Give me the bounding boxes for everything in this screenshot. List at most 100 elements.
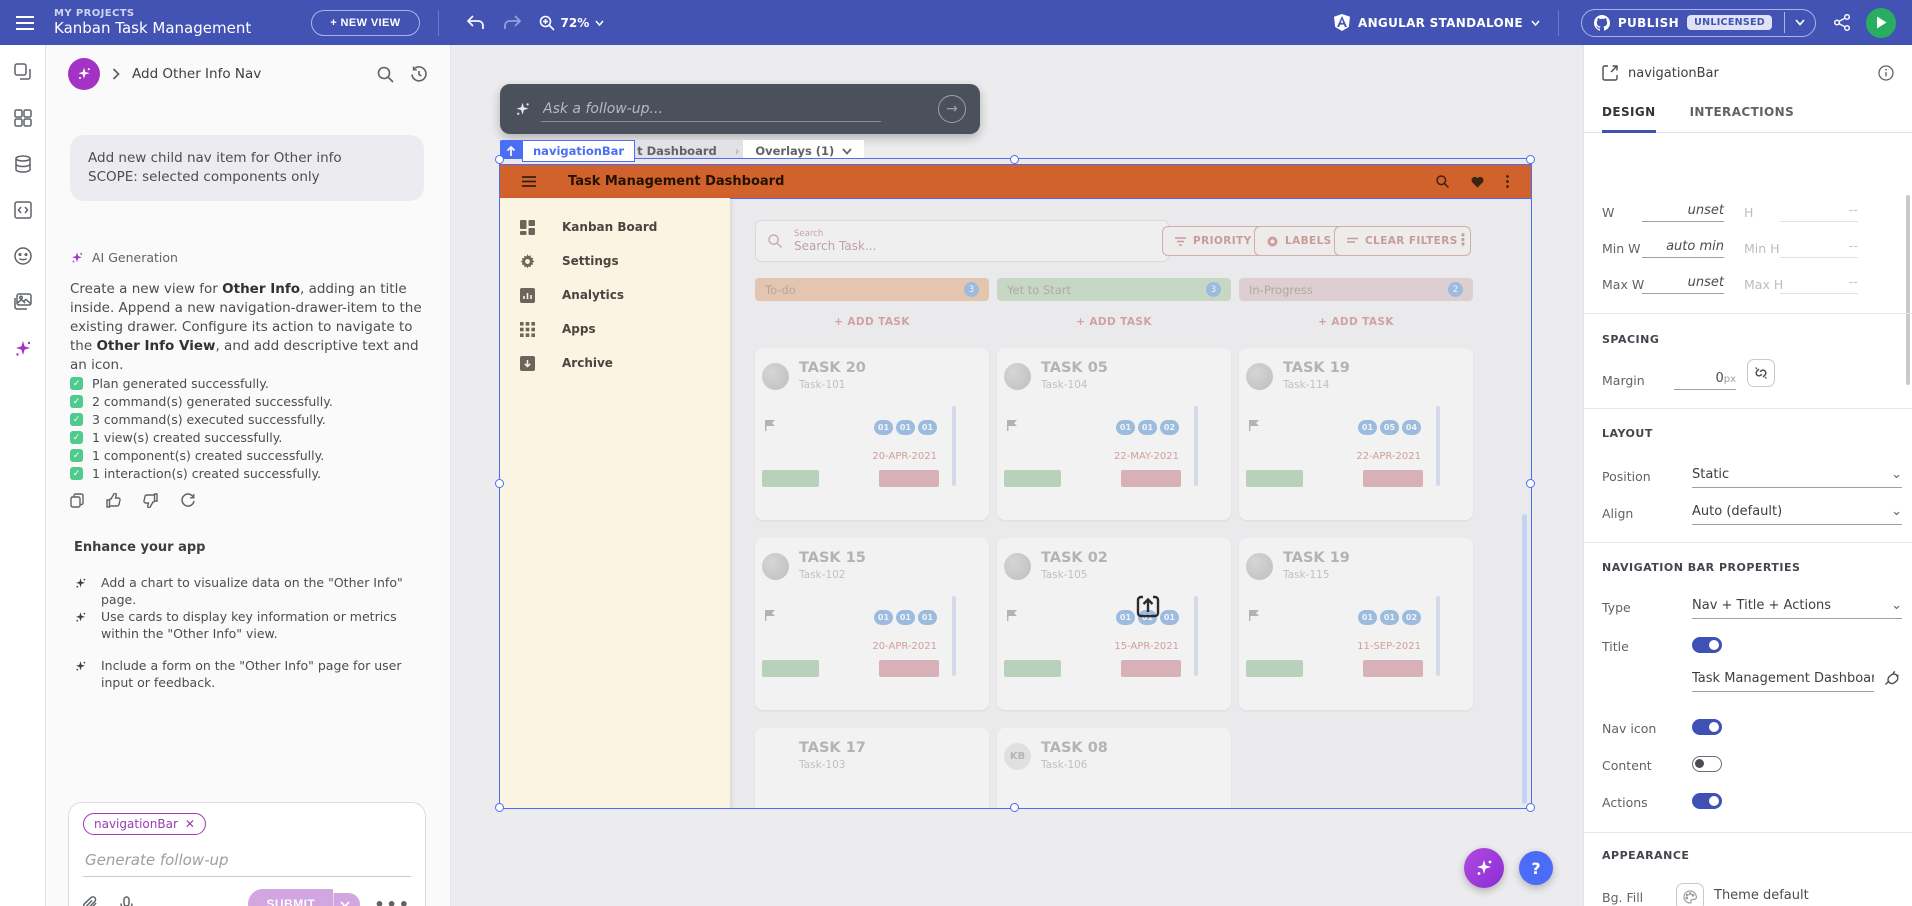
drawer-item-settings[interactable]: Settings — [500, 244, 730, 278]
design-canvas[interactable]: → navigationBar t Dashboard › Overlays (… — [451, 45, 1583, 906]
new-view-button[interactable]: + NEW VIEW — [311, 9, 420, 36]
assets-icon[interactable] — [13, 293, 32, 311]
resize-handle[interactable] — [495, 803, 504, 812]
tab-design[interactable]: DESIGN — [1602, 95, 1656, 133]
drawer-item-analytics[interactable]: Analytics — [500, 278, 730, 312]
expand-chevron-icon[interactable] — [112, 68, 120, 80]
select-parent-icon[interactable] — [500, 140, 522, 162]
send-arrow-icon[interactable]: → — [938, 95, 966, 123]
database-icon[interactable] — [14, 155, 32, 173]
task-card[interactable]: TASK 02 Task-105 01 01 01 15-APR-2021 — [997, 538, 1231, 710]
height-input[interactable]: -- — [1780, 203, 1858, 222]
regenerate-icon[interactable] — [180, 493, 195, 508]
navbar-title-input[interactable] — [1692, 671, 1874, 692]
card-scrollbar[interactable] — [1194, 406, 1198, 486]
ai-assistant-icon[interactable] — [13, 339, 33, 359]
inspector-scrollbar[interactable] — [1906, 195, 1910, 385]
thumbs-down-icon[interactable] — [143, 493, 158, 508]
submit-options-button[interactable] — [333, 892, 361, 906]
add-task-button[interactable]: + ADD TASK — [1318, 316, 1394, 328]
selected-component-tag[interactable]: navigationBar — [522, 140, 636, 162]
resize-handle[interactable] — [1526, 155, 1535, 164]
add-task-button[interactable]: + ADD TASK — [834, 316, 910, 328]
nav-favorite-icon[interactable] — [1471, 176, 1484, 188]
align-select[interactable]: Auto (default) ⌄ — [1692, 504, 1902, 525]
margin-input[interactable]: 0px — [1674, 371, 1736, 390]
board-kebab-icon[interactable]: ⋮ — [1455, 230, 1471, 249]
minw-input[interactable]: auto min — [1642, 239, 1724, 258]
resize-handle[interactable] — [1526, 803, 1535, 812]
publish-button[interactable]: PUBLISH UNLICENSED — [1582, 10, 1784, 36]
position-select[interactable]: Static ⌄ — [1692, 467, 1902, 488]
drawer-item-archive[interactable]: Archive — [500, 346, 730, 380]
framework-selector[interactable]: ANGULAR STANDALONE — [1334, 14, 1540, 31]
task-card[interactable]: TASK 19 Task-115 01 01 02 11-SEP-2021 — [1239, 538, 1473, 710]
priority-filter-button[interactable]: PRIORITY — [1162, 226, 1265, 256]
publish-options-button[interactable] — [1784, 12, 1815, 33]
microphone-icon[interactable] — [120, 895, 133, 906]
title-toggle[interactable] — [1692, 637, 1722, 653]
width-input[interactable]: unset — [1642, 203, 1724, 222]
task-card[interactable]: KB TASK 08 Task-106 — [997, 728, 1231, 808]
preview-play-button[interactable] — [1866, 7, 1896, 38]
nav-icon-toggle[interactable] — [1692, 719, 1722, 735]
context-chip[interactable]: navigationBar ✕ — [83, 813, 206, 835]
resize-handle[interactable] — [495, 479, 504, 488]
type-select[interactable]: Nav + Title + Actions ⌄ — [1692, 598, 1902, 619]
content-toggle[interactable] — [1692, 756, 1722, 772]
suggestion-item[interactable]: Add a chart to visualize data on the "Ot… — [74, 575, 424, 609]
suggestion-item[interactable]: Include a form on the "Other Info" page … — [74, 658, 424, 692]
card-scrollbar[interactable] — [952, 406, 956, 486]
task-card[interactable]: TASK 05 Task-104 01 01 02 22-MAY-2021 — [997, 348, 1231, 520]
bg-fill-color-button[interactable] — [1676, 883, 1704, 906]
more-options-icon[interactable]: ••• — [374, 894, 411, 906]
app-navigation-bar[interactable]: Task Management Dashboard — [500, 164, 1531, 199]
nav-menu-icon[interactable] — [522, 176, 536, 187]
search-icon[interactable] — [377, 66, 394, 83]
resize-handle[interactable] — [1010, 803, 1019, 812]
resize-handle[interactable] — [1010, 155, 1019, 164]
task-card[interactable]: TASK 19 Task-114 01 05 04 22-APR-2021 — [1239, 348, 1473, 520]
bind-data-icon[interactable] — [1884, 671, 1899, 686]
maxw-input[interactable]: unset — [1642, 275, 1724, 294]
share-icon[interactable] — [1834, 14, 1850, 31]
card-scrollbar[interactable] — [952, 596, 956, 676]
bg-fill-value[interactable]: Theme default — [1714, 888, 1889, 906]
zoom-control[interactable]: 72% — [539, 15, 605, 31]
drawer-item-apps[interactable]: Apps — [500, 312, 730, 346]
card-scrollbar[interactable] — [1194, 596, 1198, 676]
card-scrollbar[interactable] — [1436, 596, 1440, 676]
link-margins-button[interactable] — [1747, 359, 1775, 387]
actions-toggle[interactable] — [1692, 793, 1722, 809]
maxh-input[interactable]: -- — [1780, 275, 1858, 294]
task-card[interactable]: TASK 15 Task-102 01 01 01 20-APR-2021 — [755, 538, 989, 710]
ai-assistant-fab[interactable] — [1464, 848, 1504, 888]
resize-handle[interactable] — [1526, 479, 1535, 488]
redo-icon[interactable] — [503, 15, 521, 30]
thumbs-up-icon[interactable] — [106, 493, 121, 508]
history-icon[interactable] — [410, 65, 428, 83]
ask-followup-input[interactable] — [541, 96, 881, 122]
app-preview-frame[interactable]: Task Management Dashboard Kanban Board S… — [499, 158, 1532, 809]
info-icon[interactable] — [1878, 65, 1894, 81]
minh-input[interactable]: -- — [1780, 239, 1858, 258]
nav-search-icon[interactable] — [1436, 175, 1449, 188]
clear-filters-button[interactable]: CLEAR FILTERS — [1334, 226, 1471, 256]
task-card[interactable]: TASK 17 Task-103 — [755, 728, 989, 808]
add-task-button[interactable]: + ADD TASK — [1076, 316, 1152, 328]
code-icon[interactable] — [13, 201, 32, 219]
submit-button[interactable]: SUBMIT — [248, 889, 334, 906]
pages-icon[interactable] — [13, 63, 32, 81]
nav-kebab-icon[interactable] — [1506, 175, 1509, 188]
drawer-item-kanban-board[interactable]: Kanban Board — [500, 210, 730, 244]
copy-icon[interactable] — [70, 493, 84, 508]
persona-icon[interactable] — [13, 247, 32, 265]
help-fab[interactable]: ? — [1519, 851, 1553, 885]
breadcrumb-overlays[interactable]: Overlays (1) — [743, 140, 865, 162]
canvas-scrollbar[interactable] — [1522, 514, 1527, 804]
tab-interactions[interactable]: INTERACTIONS — [1689, 105, 1795, 119]
attach-icon[interactable] — [83, 896, 98, 906]
resize-handle[interactable] — [495, 155, 504, 164]
card-scrollbar[interactable] — [1436, 406, 1440, 486]
followup-prompt-input[interactable] — [83, 847, 411, 877]
